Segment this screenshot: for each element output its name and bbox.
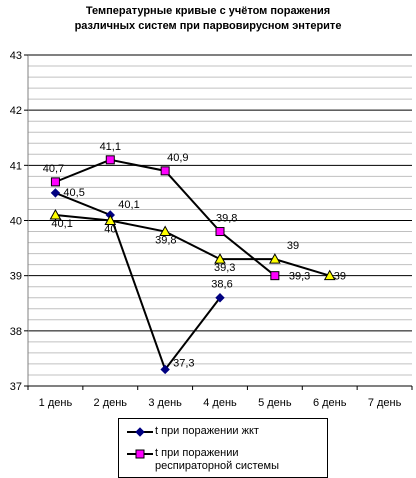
triangle-marker <box>214 253 226 264</box>
square-marker <box>50 177 60 187</box>
data-label: 40 <box>104 224 116 236</box>
y-tick-label: 41 <box>10 160 22 172</box>
triangle-marker <box>323 269 336 281</box>
legend-square-icon <box>127 449 153 459</box>
chart-title: Температурные кривые с учётом поражения … <box>0 4 416 34</box>
diamond-marker <box>160 364 170 375</box>
y-tick-label: 42 <box>10 105 22 117</box>
legend-label-respiratory-1: t при поражении <box>155 447 239 459</box>
series-2: 40,1 40 39,8 39,3 39 39 <box>49 208 346 283</box>
y-tick-label: 40 <box>10 216 22 228</box>
triangle-marker <box>104 214 117 225</box>
x-tick-label: 1 день <box>39 397 73 409</box>
chart-title-line-1: Температурные кривые с учётом поражения <box>85 5 331 17</box>
data-label: 39,3 <box>214 262 235 274</box>
data-label: 40,1 <box>51 218 72 230</box>
x-tick-label: 5 день <box>258 397 292 409</box>
data-label: 40,5 <box>63 187 84 199</box>
data-label: 40,9 <box>167 152 188 164</box>
legend: t при поражении жкт t при поражении респ… <box>118 418 328 478</box>
data-label: 40,7 <box>43 163 64 175</box>
x-tick-label: 2 день <box>94 397 128 409</box>
data-label: 39,8 <box>216 213 237 225</box>
y-tick-label: 38 <box>10 326 22 338</box>
legend-diamond-icon <box>127 427 153 437</box>
series-line <box>55 191 221 372</box>
series-line <box>55 213 331 277</box>
square-marker <box>160 166 170 176</box>
legend-label-gi: t при поражении жкт <box>155 425 259 437</box>
diamond-marker <box>215 293 225 303</box>
data-label: 40,1 <box>118 199 139 211</box>
series-1: 40,7 41,1 40,9 39,8 39,3 <box>43 141 311 283</box>
square-marker <box>215 227 225 237</box>
triangle-marker <box>159 225 171 237</box>
square-marker <box>270 271 280 281</box>
y-tick-label: 39 <box>10 271 22 283</box>
x-tick-label: 3 день <box>148 397 182 409</box>
x-tick-label: 4 день <box>203 397 237 409</box>
diamond-marker <box>50 188 61 198</box>
data-label: 37,3 <box>173 357 194 369</box>
triangle-marker <box>49 208 62 220</box>
y-tick-label: 37 <box>10 381 22 393</box>
data-label: 39,3 <box>289 271 310 283</box>
data-label: 39 <box>334 271 346 283</box>
data-label: 39,8 <box>155 235 176 247</box>
x-tick-label: 7 день <box>368 397 402 409</box>
chart-title-line-2: различных систем при парвовирусном энтер… <box>74 20 342 32</box>
data-label: 41,1 <box>100 141 121 153</box>
data-label: 38,6 <box>211 279 232 291</box>
x-tick-label: 6 день <box>313 397 347 409</box>
legend-label-respiratory-2: респираторной системы <box>155 460 280 472</box>
data-label: 39 <box>287 240 299 252</box>
y-tick-label: 43 <box>10 50 22 62</box>
line-chart: 37 38 39 40 41 42 43 1 день 2 день 3 день 4 день 5 … <box>10 50 413 409</box>
square-marker <box>105 155 115 165</box>
triangle-marker <box>269 253 281 264</box>
